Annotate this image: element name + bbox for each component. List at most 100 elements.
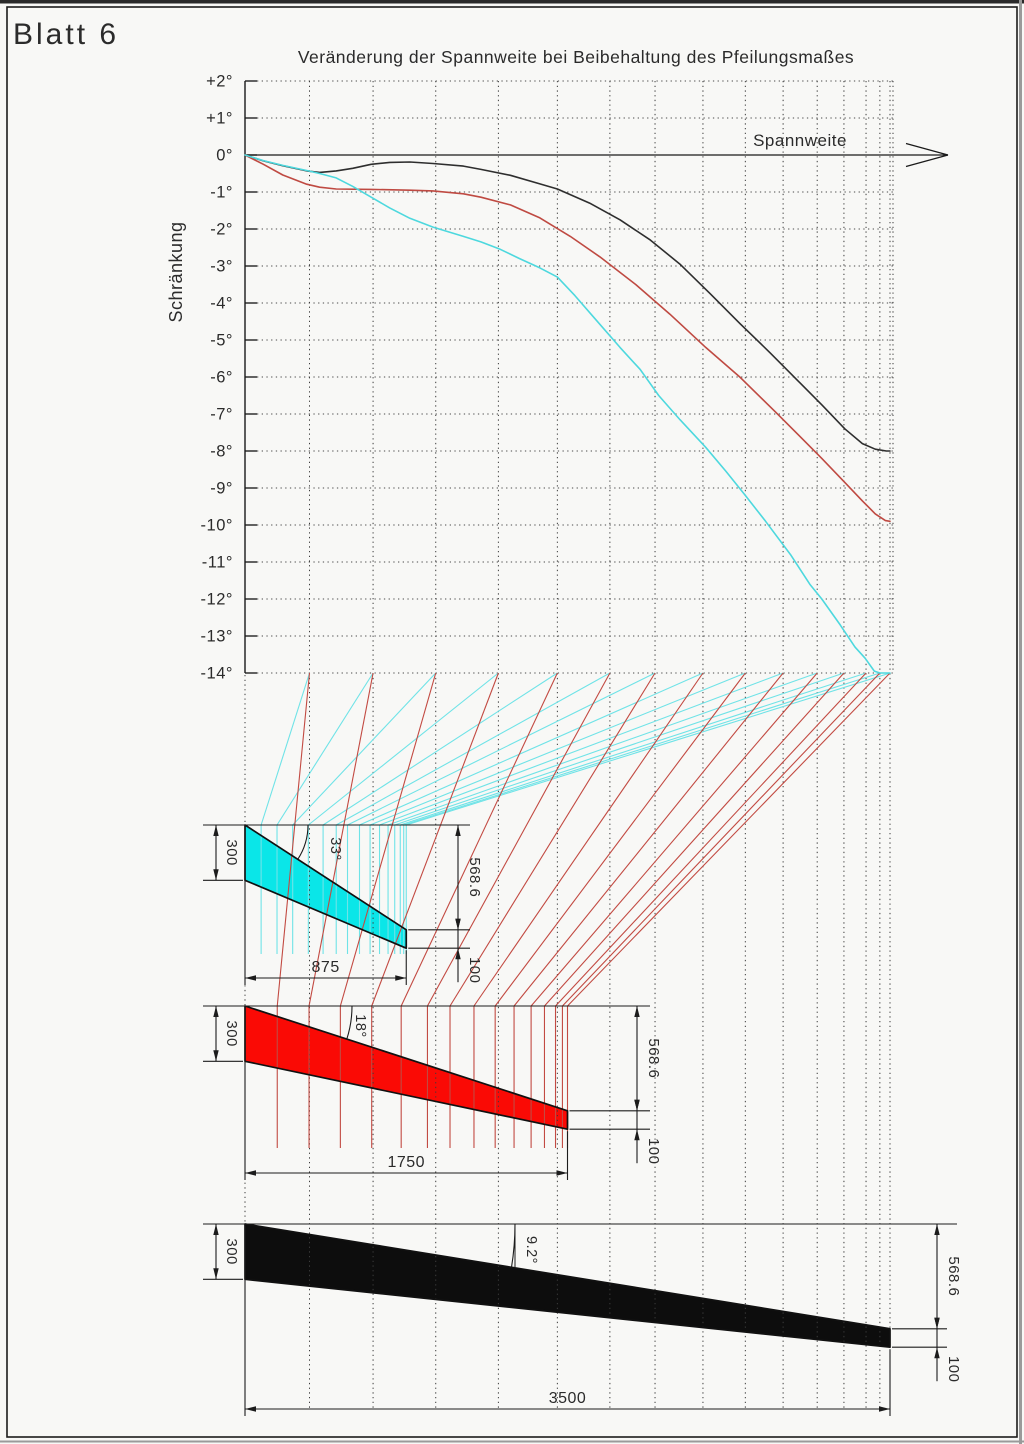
y-tick-label: -10°: [201, 517, 233, 535]
y-tick-label: -6°: [210, 369, 233, 387]
dim-arrow: [395, 975, 407, 981]
y-tick-label: +2°: [206, 73, 233, 91]
dim-arrow: [455, 918, 461, 930]
dim-arrow: [455, 825, 461, 836]
y-tick-label: -5°: [210, 332, 233, 350]
y-tick-label: -14°: [201, 665, 233, 683]
wing-875-planform: [245, 825, 407, 949]
dim-arrow: [213, 1268, 219, 1280]
wing-875-projection-line: [347, 672, 656, 826]
dim-arrow: [934, 1224, 940, 1235]
wing-1750-projection-line: [308, 672, 374, 1007]
wing-1750-projection-line: [339, 672, 437, 1007]
twist-curve-Spannweite-1750: [244, 154, 891, 523]
wing-875-projection-line: [260, 672, 311, 826]
tip-chord-label: 100: [466, 957, 483, 984]
root-chord-label: 300: [223, 1238, 240, 1265]
span-label: 1750: [387, 1154, 425, 1171]
root-chord-label: 300: [223, 839, 240, 866]
dim-arrow: [879, 1406, 890, 1412]
sheet-border: [6, 6, 1018, 1438]
wing-1750-projection-line: [494, 672, 746, 1007]
wing-3500-planform: [245, 1224, 890, 1348]
dim-arrow: [213, 1050, 219, 1062]
dim-arrow: [245, 1406, 256, 1412]
wing-875-projection-line: [387, 672, 818, 826]
dim-arrow: [213, 825, 219, 836]
sweep-label: 568.6: [645, 1038, 662, 1078]
angle-arc: [297, 824, 309, 860]
sweep-label: 568.6: [466, 857, 483, 897]
wing-875-projection-line: [403, 672, 881, 826]
dim-arrow: [213, 1224, 219, 1235]
dim-arrow: [556, 1170, 568, 1176]
dim-arrow: [934, 1347, 940, 1359]
wing-1750-projection-line: [513, 672, 784, 1007]
dim-arrow: [455, 948, 461, 960]
wing-875-projection-line: [379, 672, 784, 826]
tip-chord-label: 100: [645, 1138, 662, 1165]
wing-875-projection-line: [369, 672, 746, 826]
y-tick-label: -11°: [202, 554, 233, 572]
dim-arrow: [634, 1129, 640, 1141]
y-tick-label: -12°: [201, 591, 233, 609]
y-tick-label: -13°: [201, 628, 233, 646]
wing-875-projection-line: [322, 672, 558, 826]
sweep-angle-label: 18°: [352, 1014, 368, 1037]
x-axis-label: Spannweite: [753, 131, 847, 150]
dim-arrow: [213, 869, 219, 881]
wing-1750-projection-line: [371, 672, 499, 1007]
sweep-angle-label: 33°: [327, 837, 343, 860]
wing-1750-projection-line: [449, 672, 656, 1007]
wing-875-projection-line: [359, 672, 704, 826]
y-tick-label: -2°: [210, 221, 233, 239]
y-tick-label: +1°: [206, 110, 233, 128]
wing-875-projection-line: [276, 672, 374, 826]
y-tick-label: -4°: [210, 295, 233, 313]
span-label: 3500: [549, 1390, 587, 1407]
chart-title: Veränderung der Spannweite bei Beibehalt…: [298, 47, 854, 67]
x-axis-arrow: [905, 154, 949, 168]
wing-875-projection-line: [394, 672, 845, 826]
wing-875-projection-line: [292, 672, 437, 826]
wing-1750-projection-line: [544, 672, 845, 1007]
wing-1750-planform: [245, 1006, 568, 1130]
wing-1750-projection-line: [567, 672, 891, 1007]
sweep-label: 568.6: [945, 1256, 962, 1296]
tip-chord-label: 100: [945, 1356, 962, 1383]
dim-arrow: [634, 1099, 640, 1111]
wing-875-projection-line: [400, 672, 867, 826]
twist-curve-Spannweite-3500: [244, 154, 891, 452]
wing-1750-projection-line: [473, 672, 704, 1007]
wing-1750-projection-line: [400, 672, 558, 1007]
dim-arrow: [634, 1006, 640, 1017]
span-label: 875: [312, 959, 340, 976]
wing-1750-projection-line: [276, 672, 311, 1007]
dim-arrow: [213, 1006, 219, 1017]
y-tick-label: -8°: [210, 443, 233, 461]
sheet-label: Blatt 6: [13, 18, 119, 51]
root-chord-label: 300: [223, 1020, 240, 1047]
twist-curve-Spannweite-875: [244, 154, 891, 674]
angle-arc: [346, 1005, 353, 1040]
x-axis-arrow: [905, 142, 949, 156]
wing-875-projection-line: [406, 672, 891, 826]
y-tick-label: -1°: [210, 184, 233, 202]
y-tick-label: -3°: [210, 258, 233, 276]
wing-1750-projection-line: [562, 672, 881, 1007]
wing-875-projection-line: [335, 672, 611, 826]
angle-arc: [510, 1223, 516, 1268]
y-tick-label: -7°: [210, 406, 233, 424]
wing-1750-projection-line: [530, 672, 818, 1007]
dim-arrow: [245, 1170, 256, 1176]
y-tick-label: -9°: [210, 480, 233, 498]
page-top-edge: [0, 0, 1024, 4]
y-tick-label: 0°: [216, 147, 233, 165]
y-axis-label: Schränkung: [166, 221, 186, 322]
wing-875-projection-line: [308, 672, 499, 826]
dim-arrow: [934, 1317, 940, 1329]
sweep-angle-label: 9.2°: [523, 1236, 539, 1264]
wing-1750-projection-line: [555, 672, 867, 1007]
